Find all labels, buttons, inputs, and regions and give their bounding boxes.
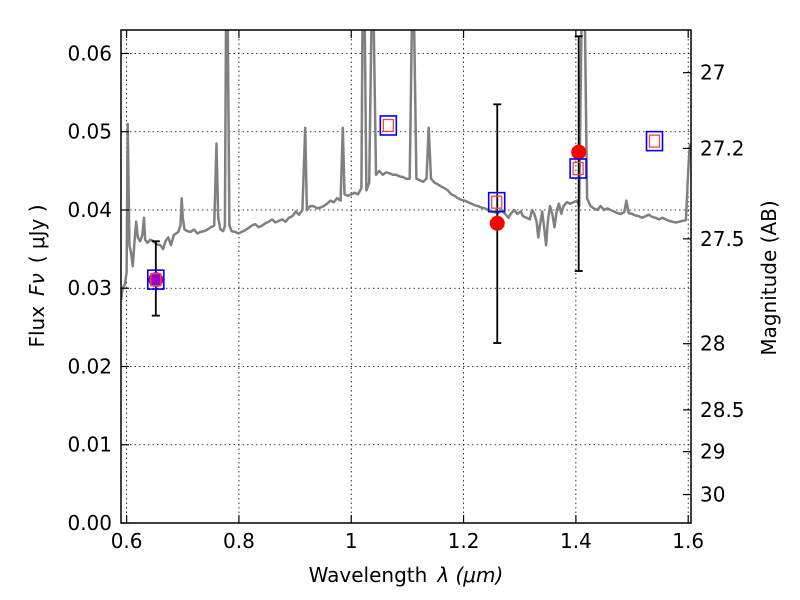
model-point <box>569 158 587 179</box>
y-tick-label: 0.02 <box>67 354 112 378</box>
y2-tick-label: 29 <box>700 440 725 464</box>
spectrum-layer <box>121 30 691 301</box>
x-tick-label: 1.6 <box>672 529 704 553</box>
observed-point <box>571 144 587 160</box>
model-point-inner <box>150 272 162 287</box>
observed-point <box>148 272 164 288</box>
spectrum-line <box>121 30 691 301</box>
y-tick-label: 0.01 <box>67 433 112 457</box>
y-axis-label: FluxFν( μJy ) <box>25 204 49 347</box>
y2-tick-label: 27.5 <box>700 227 745 251</box>
x-tick-label: 0.8 <box>223 529 255 553</box>
y2-tick-label: 28.5 <box>700 398 745 422</box>
y-tick-label: 0.05 <box>67 120 112 144</box>
x-tick-label: 1.4 <box>560 529 592 553</box>
x-tick-label: 0.6 <box>111 529 143 553</box>
model-point-inner <box>491 195 503 209</box>
y2-axis-label: Magnitude (AB) <box>757 200 781 355</box>
observed-point <box>489 215 505 231</box>
model-point <box>487 191 506 213</box>
model-point-inner <box>382 118 394 133</box>
observed-points <box>148 144 587 288</box>
model-point <box>379 115 398 136</box>
y2-tick-label: 27 <box>700 61 725 85</box>
x-ticks: 0.6 0.8 1 1.2 1.4 1.6 <box>111 30 704 553</box>
model-point <box>645 130 664 152</box>
y2-tick-label: 27.2 <box>700 136 745 160</box>
y-tick-label: 0.04 <box>67 198 112 222</box>
model-point <box>147 269 165 290</box>
y-tick-label: 0.00 <box>67 511 112 535</box>
x-axis-label: Wavelength λ (μm) <box>309 563 504 587</box>
y2-tick-label: 30 <box>700 483 725 507</box>
model-points <box>147 115 664 290</box>
model-point-inner <box>648 134 661 148</box>
x-tick-label: 1.2 <box>448 529 480 553</box>
x-tick-label: 1 <box>345 529 358 553</box>
y-tick-label: 0.06 <box>67 41 112 65</box>
model-point-inner <box>572 161 584 176</box>
y-tick-label: 0.03 <box>67 276 112 300</box>
y2-ticks: 27 27.2 27.5 28 28.5 29 30 <box>683 61 745 507</box>
y2-tick-label: 28 <box>700 332 725 356</box>
plot-frame <box>120 29 692 524</box>
grid <box>121 30 691 523</box>
y-ticks: 0.00 0.01 0.02 0.03 0.04 0.05 0.06 <box>67 41 129 535</box>
